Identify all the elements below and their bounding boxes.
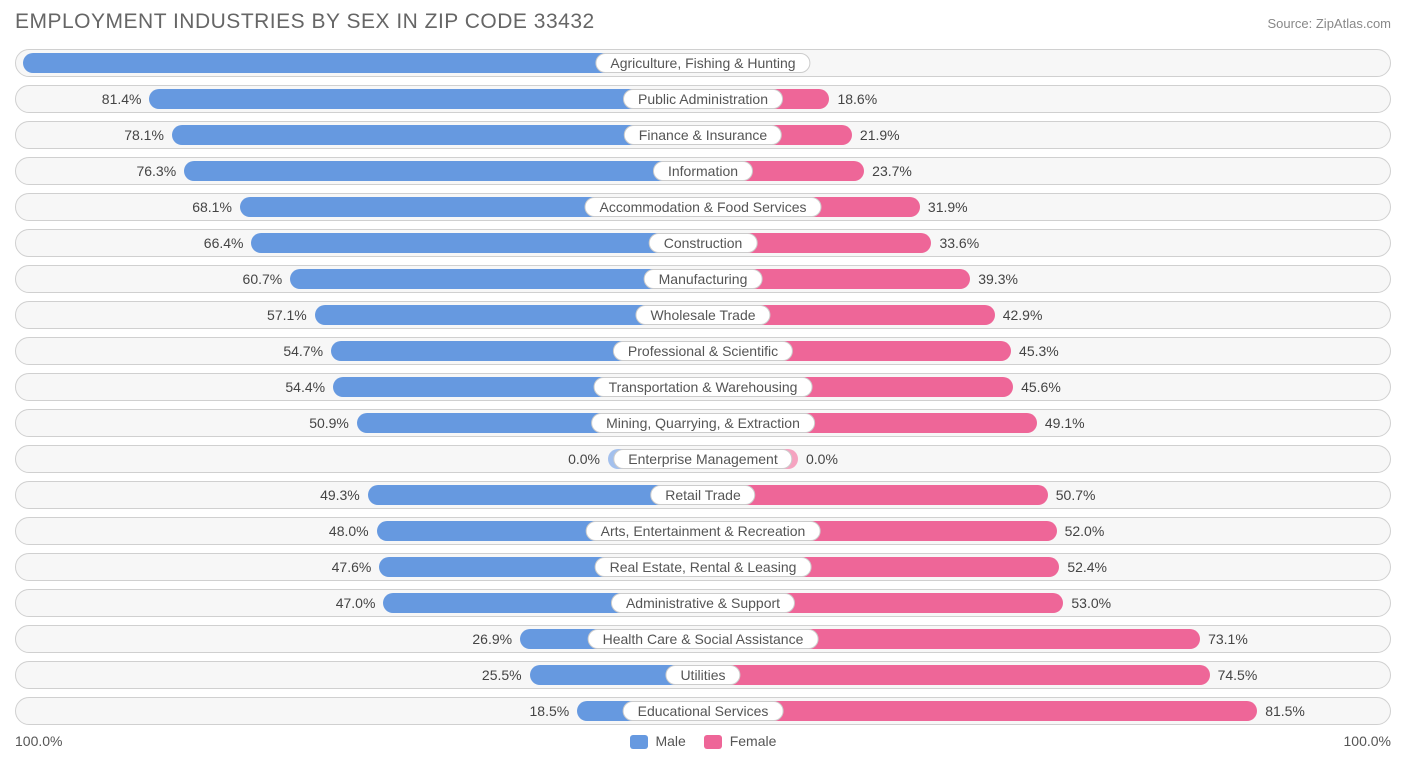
female-percent-label: 73.1%: [1208, 626, 1248, 653]
male-percent-label: 68.1%: [192, 194, 232, 221]
female-percent-label: 18.6%: [837, 86, 877, 113]
category-label: Retail Trade: [650, 485, 755, 505]
female-swatch-icon: [704, 735, 722, 749]
chart-row: 48.0% 52.0% Arts, Entertainment & Recreati…: [15, 517, 1391, 545]
category-label: Administrative & Support: [611, 593, 795, 613]
axis-left-label: 100.0%: [15, 733, 62, 749]
legend-female: Female: [704, 733, 777, 749]
chart-row: 50.9% 49.1% Mining, Quarrying, & Extractio…: [15, 409, 1391, 437]
category-label: Educational Services: [623, 701, 784, 721]
legend-male-label: Male: [655, 733, 685, 749]
female-percent-label: 53.0%: [1071, 590, 1111, 617]
male-percent-label: 26.9%: [472, 626, 512, 653]
category-label: Agriculture, Fishing & Hunting: [595, 53, 810, 73]
male-percent-label: 66.4%: [204, 230, 244, 257]
category-label: Public Administration: [623, 89, 783, 109]
male-percent-label: 48.0%: [329, 518, 369, 545]
female-percent-label: 81.5%: [1265, 698, 1305, 725]
female-percent-label: 74.5%: [1218, 662, 1258, 689]
female-percent-label: 45.6%: [1021, 374, 1061, 401]
chart-row: 47.0% 53.0% Administrative & Support: [15, 589, 1391, 617]
male-percent-label: 18.5%: [530, 698, 570, 725]
chart-row: 25.5% 74.5% Utilities: [15, 661, 1391, 689]
category-label: Finance & Insurance: [624, 125, 782, 145]
chart-row: 54.7% 45.3% Professional & Scientific: [15, 337, 1391, 365]
chart-row: 54.4% 45.6% Transportation & Warehousing: [15, 373, 1391, 401]
male-percent-label: 54.4%: [285, 374, 325, 401]
female-percent-label: 0.0%: [806, 446, 838, 473]
category-label: Wholesale Trade: [635, 305, 770, 325]
male-percent-label: 47.0%: [336, 590, 376, 617]
category-label: Construction: [649, 233, 758, 253]
chart-row: 66.4% 33.6% Construction: [15, 229, 1391, 257]
chart-row: 78.1% 21.9% Finance & Insurance: [15, 121, 1391, 149]
female-percent-label: 49.1%: [1045, 410, 1085, 437]
female-percent-label: 52.4%: [1067, 554, 1107, 581]
male-percent-label: 78.1%: [124, 122, 164, 149]
female-percent-label: 23.7%: [872, 158, 912, 185]
male-swatch-icon: [630, 735, 648, 749]
category-label: Mining, Quarrying, & Extraction: [591, 413, 815, 433]
chart-header: EMPLOYMENT INDUSTRIES BY SEX IN ZIP CODE…: [15, 10, 1391, 34]
male-percent-label: 54.7%: [283, 338, 323, 365]
chart-row: 47.6% 52.4% Real Estate, Rental & Leasing: [15, 553, 1391, 581]
male-bar: [149, 89, 703, 109]
female-bar: [703, 665, 1210, 685]
male-percent-label: 47.6%: [332, 554, 372, 581]
chart-row: 26.9% 73.1% Health Care & Social Assistanc…: [15, 625, 1391, 653]
category-label: Utilities: [665, 665, 740, 685]
legend-male: Male: [630, 733, 686, 749]
category-label: Information: [653, 161, 753, 181]
diverging-bar-chart: 100.0%0.0%Agriculture, Fishing & Hunting…: [15, 49, 1391, 725]
category-label: Health Care & Social Assistance: [588, 629, 819, 649]
female-percent-label: 52.0%: [1065, 518, 1105, 545]
female-bar: [703, 701, 1257, 721]
category-label: Transportation & Warehousing: [594, 377, 813, 397]
female-percent-label: 31.9%: [928, 194, 968, 221]
legend: Male Female: [630, 733, 777, 749]
male-percent-label: 25.5%: [482, 662, 522, 689]
female-percent-label: 39.3%: [978, 266, 1018, 293]
female-percent-label: 33.6%: [939, 230, 979, 257]
chart-row: 100.0%0.0%Agriculture, Fishing & Hunting: [15, 49, 1391, 77]
chart-footer: 100.0% Male Female 100.0%: [15, 733, 1391, 749]
female-percent-label: 50.7%: [1056, 482, 1096, 509]
chart-row: 0.0% 0.0% Enterprise Management: [15, 445, 1391, 473]
chart-row: 57.1% 42.9% Wholesale Trade: [15, 301, 1391, 329]
chart-row: 60.7% 39.3% Manufacturing: [15, 265, 1391, 293]
female-percent-label: 21.9%: [860, 122, 900, 149]
chart-row: 81.4% 18.6% Public Administration: [15, 85, 1391, 113]
chart-row: 49.3% 50.7% Retail Trade: [15, 481, 1391, 509]
male-percent-label: 49.3%: [320, 482, 360, 509]
chart-source: Source: ZipAtlas.com: [1267, 16, 1391, 31]
female-percent-label: 45.3%: [1019, 338, 1059, 365]
category-label: Manufacturing: [644, 269, 763, 289]
category-label: Arts, Entertainment & Recreation: [586, 521, 821, 541]
male-percent-label: 81.4%: [102, 86, 142, 113]
male-bar: [251, 233, 703, 253]
legend-female-label: Female: [730, 733, 777, 749]
female-percent-label: 42.9%: [1003, 302, 1043, 329]
male-percent-label: 0.0%: [568, 446, 600, 473]
male-bar: [184, 161, 703, 181]
male-bar: [290, 269, 703, 289]
male-percent-label: 50.9%: [309, 410, 349, 437]
category-label: Enterprise Management: [613, 449, 792, 469]
category-label: Real Estate, Rental & Leasing: [595, 557, 812, 577]
category-label: Professional & Scientific: [613, 341, 793, 361]
male-percent-label: 76.3%: [136, 158, 176, 185]
chart-row: 76.3% 23.7% Information: [15, 157, 1391, 185]
chart-title: EMPLOYMENT INDUSTRIES BY SEX IN ZIP CODE…: [15, 10, 595, 34]
chart-row: 68.1% 31.9% Accommodation & Food Services: [15, 193, 1391, 221]
male-percent-label: 57.1%: [267, 302, 307, 329]
male-percent-label: 60.7%: [243, 266, 283, 293]
chart-row: 18.5% 81.5% Educational Services: [15, 697, 1391, 725]
axis-right-label: 100.0%: [1344, 733, 1391, 749]
category-label: Accommodation & Food Services: [585, 197, 822, 217]
